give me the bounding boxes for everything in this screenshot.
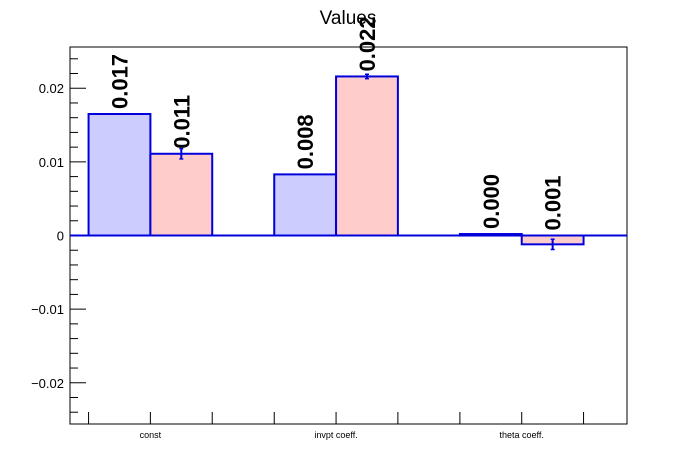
data-label: 0.011 bbox=[169, 95, 194, 149]
bar bbox=[335, 75, 399, 237]
data-label: 0.017 bbox=[107, 54, 132, 109]
data-label: 0.008 bbox=[293, 114, 318, 169]
bar bbox=[273, 173, 338, 237]
data-label: 0.001 bbox=[541, 175, 566, 230]
x-category-label: const bbox=[140, 430, 162, 440]
chart-title: Values bbox=[320, 8, 377, 29]
data-label: 0.000 bbox=[479, 174, 504, 229]
data-label: 0.022 bbox=[355, 16, 380, 71]
plot-area: −0.02 −0.01 0 0.01 0.02 const invpt coeff. thet… bbox=[31, 16, 628, 440]
y-tick-label: −0.02 bbox=[31, 376, 64, 391]
x-category-label: invpt coeff. bbox=[314, 430, 357, 440]
y-tick-label: −0.01 bbox=[31, 302, 64, 317]
y-tick-label: 0.02 bbox=[39, 81, 64, 96]
y-tick-label: 0 bbox=[57, 229, 64, 244]
bar bbox=[87, 113, 152, 237]
x-category-label: theta coeff. bbox=[500, 430, 544, 440]
y-tick-label: 0.01 bbox=[39, 155, 64, 170]
bar bbox=[149, 152, 214, 237]
